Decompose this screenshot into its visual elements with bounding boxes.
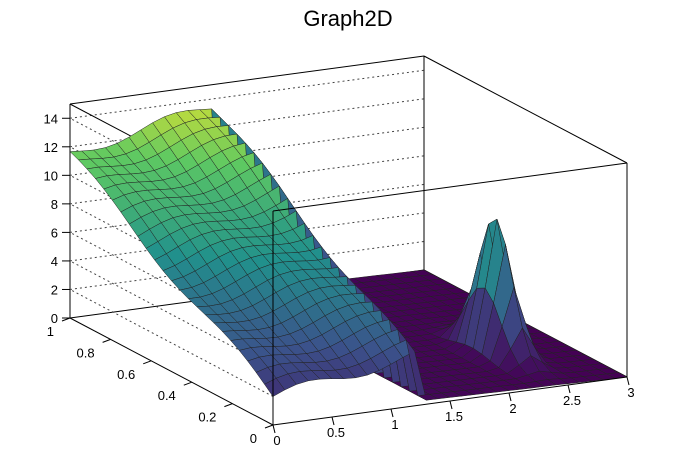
grid-line (69, 231, 274, 340)
x-tick (508, 392, 512, 402)
x-tick-label: 0.5 (327, 425, 345, 440)
y-tick (61, 317, 71, 322)
box-edge (69, 55, 425, 105)
y-tick-label: 0.8 (77, 345, 95, 360)
x-tick (626, 376, 630, 386)
z-tick-label: 12 (44, 140, 58, 155)
box-edge (423, 55, 628, 164)
grid-line (69, 117, 274, 226)
x-tick (272, 424, 276, 434)
box-edge (69, 317, 274, 426)
y-tick-label: 1 (47, 324, 54, 339)
z-tick-label: 14 (44, 111, 58, 126)
x-tick-label: 3 (627, 385, 634, 400)
z-tick-label: 6 (51, 225, 58, 240)
grid-line (69, 260, 274, 369)
y-tick-label: 0 (250, 431, 257, 446)
y-tick (102, 338, 111, 343)
y-tick-label: 0.2 (198, 410, 216, 425)
z-tick-label: 4 (51, 254, 58, 269)
z-tick-label: 2 (51, 282, 58, 297)
x-tick (449, 400, 453, 410)
grid-line (69, 69, 425, 119)
y-tick (143, 360, 152, 365)
z-tick-label: 0 (51, 311, 58, 326)
x-tick (331, 416, 335, 426)
z-tick-label: 10 (44, 168, 58, 183)
x-tick-label: 1.5 (445, 409, 463, 424)
y-tick-label: 0.4 (158, 388, 176, 403)
y-tick (224, 403, 233, 408)
x-tick (567, 384, 571, 394)
grid-line (69, 174, 274, 283)
surface-mesh (69, 108, 628, 401)
x-tick-label: 0 (273, 433, 280, 448)
chart-title: Graph2D (303, 6, 393, 31)
x-tick (390, 408, 394, 418)
y-tick (183, 381, 192, 386)
x-tick-label: 1 (391, 417, 398, 432)
grid-line (69, 203, 274, 312)
grid-line (69, 98, 425, 148)
x-tick-label: 2.5 (563, 393, 581, 408)
y-tick-label: 0.6 (117, 367, 135, 382)
y-tick (264, 424, 274, 429)
box-edge (272, 162, 628, 212)
x-tick-label: 2 (509, 401, 516, 416)
z-tick-label: 8 (51, 197, 58, 212)
grid-line (69, 289, 274, 397)
